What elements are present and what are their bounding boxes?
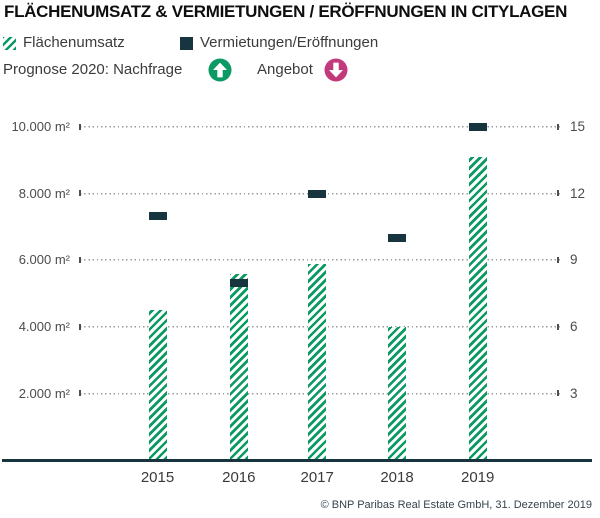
axis-label-left: 8.000 m² [18, 185, 70, 201]
bar-2015 [148, 310, 167, 459]
axis-label-right: 15 [570, 119, 586, 134]
bar-2017 [308, 263, 327, 459]
legend-label-vermietungen: Vermietungen/Eröffnungen [200, 34, 379, 51]
arrow-down-circle-icon [324, 58, 348, 82]
year-label-2019: 2019 [461, 469, 495, 486]
axis-tick-left [78, 123, 81, 130]
marker-2019 [468, 123, 487, 131]
axis-tick-left [78, 190, 81, 197]
axis-tick-right [557, 123, 559, 130]
prognose-angebot-label: Angebot [257, 61, 313, 78]
axis-tick-left [78, 390, 81, 397]
axis-tick-right [557, 390, 559, 397]
axis-label-right: 6 [570, 319, 578, 335]
bar-2016 [229, 273, 248, 459]
axis-label-left: 2.000 m² [18, 385, 70, 401]
marker-2016 [229, 278, 248, 287]
marker-2015 [148, 211, 167, 220]
axis-label-right: 3 [570, 385, 578, 401]
axis-label-right: 9 [570, 252, 578, 268]
axis-tick-left [78, 256, 81, 263]
axis-label-left: 4.000 m² [18, 319, 70, 335]
axis-label-left: 6.000 m² [18, 252, 70, 268]
arrow-up-circle-icon [208, 58, 232, 82]
bar-2019 [468, 157, 487, 459]
year-label-2018: 2018 [380, 469, 414, 486]
axis-tick-right [557, 190, 559, 197]
year-label-2017: 2017 [300, 469, 334, 486]
marker-2018 [388, 234, 406, 243]
axis-label-right: 12 [570, 185, 586, 201]
axis-tick-right [557, 256, 559, 263]
x-axis-baseline [2, 458, 592, 462]
flaechenumsatz-hatch-swatch-icon [3, 37, 16, 50]
axis-tick-left [78, 323, 81, 330]
vermietungen-solid-swatch-icon [180, 37, 193, 50]
prognose-nachfrage-label: Prognose 2020: Nachfrage [3, 61, 183, 78]
axis-tick-right [557, 323, 559, 330]
year-label-2016: 2016 [222, 469, 256, 486]
page-title: FLÄCHENUMSATZ & VERMIETUNGEN / ERÖFFNUNG… [4, 2, 568, 21]
axis-label-left: 10.000 m² [11, 119, 70, 134]
gridline [80, 126, 560, 128]
bar-2018 [388, 327, 406, 459]
year-label-2015: 2015 [140, 469, 175, 486]
copyright-note: © BNP Paribas Real Estate GmbH, 31. Deze… [320, 499, 592, 511]
legend-label-flaechenumsatz: Flächenumsatz [23, 34, 125, 51]
gridline [80, 259, 560, 262]
marker-2017 [308, 189, 327, 198]
